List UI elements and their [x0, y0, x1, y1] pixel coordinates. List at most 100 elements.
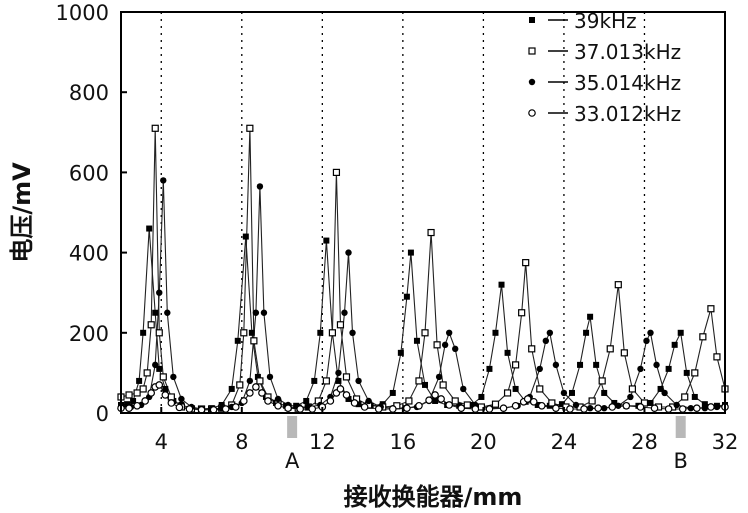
- data-point: [425, 396, 433, 404]
- data-point: [156, 365, 163, 372]
- data-point: [397, 349, 404, 356]
- data-point: [336, 321, 345, 329]
- data-point: [657, 385, 664, 392]
- data-point: [552, 404, 560, 412]
- data-point: [534, 401, 541, 408]
- data-point: [254, 373, 261, 380]
- data-point: [147, 321, 155, 329]
- data-point: [608, 403, 617, 411]
- data-point: [228, 385, 235, 392]
- position-marker-label: A: [285, 449, 300, 473]
- y-axis-title: 电压/mV: [8, 162, 36, 263]
- data-point: [643, 337, 650, 345]
- data-point: [598, 377, 606, 385]
- data-point: [252, 383, 260, 391]
- axis-ticks: 4 8 12 16 20 24 28 32 0 200 400 600 800 1000: [56, 1, 739, 454]
- data-point: [332, 168, 341, 176]
- data-point: [175, 403, 184, 412]
- data-point: [345, 249, 352, 256]
- data-point: [701, 401, 708, 408]
- data-point: [713, 403, 721, 411]
- data-point: [143, 369, 151, 377]
- data-point: [683, 369, 690, 376]
- data-point: [647, 329, 654, 336]
- data-point: [146, 225, 153, 232]
- data-point: [147, 389, 156, 397]
- data-point: [303, 397, 310, 404]
- data-point: [677, 329, 684, 336]
- data-point: [587, 313, 594, 320]
- data-point: [342, 391, 351, 399]
- data-point: [250, 337, 258, 345]
- data-point: [328, 329, 336, 337]
- data-point: [242, 233, 249, 240]
- data-point: [335, 369, 342, 377]
- data-point: [413, 337, 420, 344]
- data-point: [389, 389, 396, 396]
- plot-area-frame: [120, 11, 726, 414]
- data-point: [620, 349, 628, 357]
- data-point: [125, 404, 133, 412]
- data-point: [403, 293, 410, 300]
- data-point: [439, 381, 447, 389]
- data-point: [437, 395, 445, 403]
- data-point: [691, 393, 698, 400]
- x-tick-label: 32: [712, 430, 739, 454]
- data-point: [457, 404, 466, 412]
- data-point: [405, 397, 413, 405]
- data-point: [355, 401, 362, 408]
- x-tick-label: 4: [155, 430, 168, 454]
- data-point: [388, 405, 397, 413]
- data-point: [156, 289, 163, 296]
- data-point: [341, 309, 348, 316]
- x-tick-label: 24: [551, 430, 578, 454]
- data-point: [164, 309, 171, 316]
- data-point: [665, 365, 672, 372]
- data-point: [234, 337, 241, 344]
- data-point: [661, 389, 668, 397]
- data-point: [311, 377, 318, 384]
- data-point: [125, 391, 133, 399]
- data-point: [432, 397, 439, 404]
- data-point: [155, 329, 163, 337]
- data-point: [167, 393, 175, 401]
- data-point: [256, 183, 264, 190]
- data-point: [471, 405, 480, 413]
- data-point: [537, 401, 546, 410]
- data-point: [236, 381, 244, 389]
- data-point: [284, 404, 292, 412]
- data-point: [628, 385, 636, 393]
- x-tick-label: 12: [309, 430, 336, 454]
- data-point: [681, 393, 689, 401]
- data-point: [485, 405, 494, 413]
- data-point: [407, 249, 414, 256]
- data-point: [650, 404, 659, 412]
- data-point: [518, 309, 526, 317]
- data-point: [160, 177, 167, 184]
- data-point: [546, 329, 554, 336]
- data-point: [159, 373, 167, 381]
- data-point: [687, 404, 694, 412]
- data-point: [323, 237, 330, 244]
- y-tick-label: 800: [69, 81, 109, 105]
- data-point: [360, 403, 369, 411]
- data-point: [350, 399, 359, 407]
- data-point: [161, 391, 170, 399]
- data-point: [523, 395, 532, 403]
- data-point: [560, 389, 568, 397]
- data-point: [636, 403, 645, 411]
- data-point: [611, 399, 618, 406]
- data-point: [185, 405, 194, 413]
- position-marker-bar: [675, 416, 686, 438]
- series-markers: [117, 124, 729, 414]
- data-point: [486, 365, 493, 372]
- data-point: [588, 397, 596, 405]
- data-point: [478, 393, 485, 400]
- data-point: [374, 405, 383, 413]
- data-point: [326, 397, 335, 405]
- x-tick-label: 16: [389, 430, 416, 454]
- data-point: [152, 361, 159, 369]
- data-point: [452, 345, 459, 353]
